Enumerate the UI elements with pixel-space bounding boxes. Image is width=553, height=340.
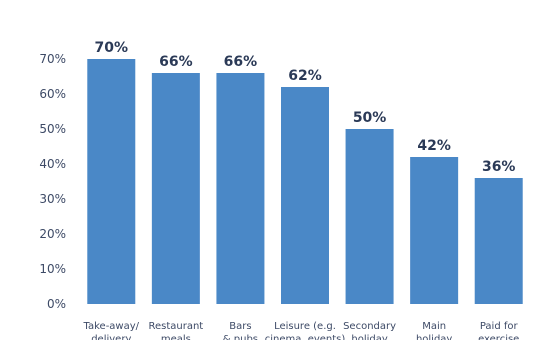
data-label: 62% [288, 68, 322, 84]
y-tick-label: 40% [39, 157, 66, 171]
data-label: 66% [224, 54, 258, 70]
data-label: 36% [482, 159, 516, 175]
bar [281, 87, 329, 304]
category-label: Restaurant [148, 321, 203, 332]
category-label: holiday [351, 334, 387, 340]
bar [87, 59, 136, 304]
data-label: 42% [417, 138, 451, 154]
category-label: meals [161, 334, 191, 340]
y-tick-label: 20% [39, 227, 66, 241]
y-tick-label: 0% [47, 297, 66, 311]
y-tick-label: 50% [39, 122, 66, 136]
y-tick-label: 60% [39, 87, 66, 101]
category-label: Paid for [480, 321, 519, 332]
category-label: Take-away/ [83, 321, 140, 332]
bar [151, 73, 200, 304]
bar [410, 157, 459, 304]
category-label: Bars [229, 321, 251, 332]
bar [345, 129, 394, 304]
data-label: 70% [95, 40, 129, 56]
category-label: Secondary [343, 321, 396, 332]
category-label: Main [422, 321, 446, 332]
category-label: delivery [91, 334, 131, 340]
category-label: exercise [478, 334, 519, 340]
category-label: Leisure (e.g. [274, 321, 336, 332]
bar [216, 73, 265, 304]
bar [474, 178, 523, 304]
category-label: holiday [416, 334, 452, 340]
category-label: & pubs [223, 334, 258, 340]
category-label: cinema, events) [265, 334, 346, 340]
y-tick-label: 30% [39, 192, 66, 206]
y-tick-label: 70% [39, 52, 66, 66]
data-label: 50% [353, 110, 387, 126]
data-label: 66% [159, 54, 193, 70]
y-tick-label: 10% [39, 262, 66, 276]
